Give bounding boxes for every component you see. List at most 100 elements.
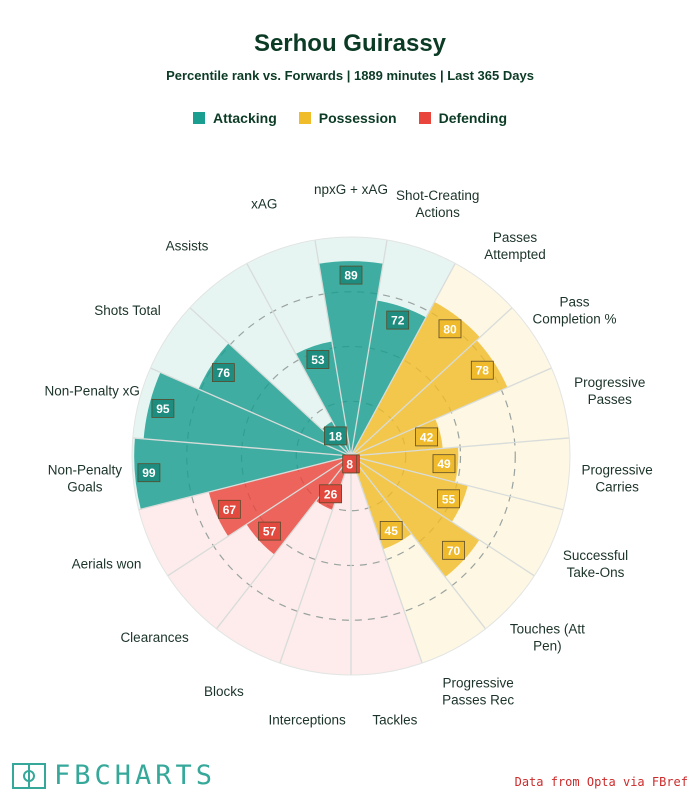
spoke	[314, 239, 352, 457]
value-label-box-2	[438, 319, 462, 339]
spoke	[350, 437, 570, 457]
category-label-9: Tackles	[372, 712, 417, 727]
bar-3	[351, 340, 508, 456]
value-label-15: 95	[156, 402, 170, 416]
value-label-7: 70	[447, 544, 461, 558]
bar-2	[351, 301, 480, 456]
fbcharts-logo: FBCHARTS	[12, 760, 216, 791]
value-label-box-10	[342, 454, 358, 474]
bar-14	[134, 438, 351, 510]
value-label-box-18	[306, 350, 330, 369]
bar-5	[351, 447, 459, 483]
value-label-8: 45	[385, 524, 399, 538]
category-label-12: Clearances	[120, 630, 189, 645]
value-label-14: 99	[142, 466, 156, 480]
value-label-16: 76	[217, 366, 231, 380]
value-label-2: 80	[443, 322, 457, 336]
value-label-box-5	[432, 454, 456, 474]
category-label-3: Pass Completion %	[532, 295, 616, 327]
spoke	[350, 367, 552, 457]
background-wedge	[351, 456, 423, 675]
value-label-box-0	[339, 265, 363, 285]
background-wedge	[279, 456, 351, 675]
background-wedge	[189, 263, 351, 456]
category-label-13: Aerials won	[72, 556, 142, 571]
pitch-icon	[12, 762, 46, 789]
value-label-box-13	[217, 499, 241, 519]
spoke	[150, 367, 352, 457]
value-label-10: 8	[346, 457, 353, 471]
value-label-13: 67	[223, 503, 237, 517]
category-label-18: xAG	[251, 197, 277, 212]
spoke	[132, 437, 352, 457]
value-label-6: 55	[442, 492, 456, 506]
category-label-2: Passes Attempted	[484, 230, 546, 262]
category-label-10: Interceptions	[268, 712, 346, 727]
legend-item-possession: Possession	[298, 110, 397, 126]
value-label-box-6	[437, 489, 460, 509]
legend-item-attacking: Attacking	[192, 110, 277, 126]
category-label-17: Assists	[166, 238, 209, 253]
spoke	[167, 455, 352, 577]
value-label-18: 53	[311, 353, 325, 367]
value-label-11: 26	[324, 487, 338, 501]
category-label-0: npxG + xAG	[314, 182, 388, 197]
spoke	[350, 239, 388, 457]
legend-label-attacking: Attacking	[212, 110, 277, 126]
legend: Attacking Possession Defending	[0, 110, 700, 126]
category-label-6: Successful Take-Ons	[563, 548, 628, 580]
category-label-5: Progressive Carries	[581, 463, 652, 495]
value-label-box-3	[470, 360, 494, 380]
value-label-box-15	[151, 398, 175, 418]
category-label-14: Non-Penalty Goals	[48, 463, 123, 495]
spoke	[350, 455, 423, 664]
bar-1	[351, 300, 427, 456]
category-label-4: Progressive Passes	[574, 375, 645, 407]
value-label-box-16	[211, 363, 235, 383]
value-label-box-11	[319, 484, 343, 504]
spoke	[350, 307, 513, 457]
bar-16	[198, 343, 351, 456]
legend-label-defending: Defending	[438, 110, 508, 126]
legend-swatch-possession	[298, 112, 311, 124]
value-label-0: 89	[344, 269, 358, 283]
chart-subtitle: Percentile rank vs. Forwards | 1889 minu…	[166, 68, 534, 83]
legend-item-defending: Defending	[418, 110, 508, 126]
bar-0	[318, 261, 384, 456]
value-label-box-17	[323, 426, 347, 446]
background-wedge	[216, 456, 351, 664]
value-label-box-1	[386, 310, 410, 330]
value-label-box-14	[137, 463, 161, 483]
value-label-12: 57	[263, 525, 277, 539]
value-label-5: 49	[437, 457, 451, 471]
value-label-1: 72	[391, 314, 405, 328]
category-label-1: Shot-Creating Actions	[396, 188, 479, 220]
value-label-box-4	[415, 427, 439, 447]
category-label-11: Blocks	[204, 684, 244, 699]
legend-swatch-defending	[418, 112, 431, 124]
outer-ring	[131, 236, 571, 676]
spoke	[350, 263, 456, 457]
value-label-box-8	[379, 521, 403, 540]
category-label-7: Touches (Att Pen)	[510, 621, 585, 653]
value-label-box-12	[258, 521, 281, 541]
spoke	[138, 455, 352, 511]
category-label-8: Progressive Passes Rec	[442, 675, 514, 707]
spoke	[350, 455, 535, 577]
bar-13	[208, 456, 351, 537]
bar-15	[143, 372, 351, 456]
spoke	[246, 263, 352, 457]
legend-label-possession: Possession	[318, 110, 397, 126]
spoke	[350, 455, 487, 630]
value-label-box-7	[442, 540, 465, 560]
category-label-15: Non-Penalty xG	[45, 384, 140, 399]
value-label-3: 78	[476, 364, 490, 378]
value-label-4: 42	[420, 430, 434, 444]
logo-text: FBCHARTS	[54, 760, 217, 791]
spoke	[350, 455, 564, 511]
chart-title: Serhou Guirassy	[253, 30, 447, 57]
legend-swatch-attacking	[192, 112, 205, 124]
data-source: Data from Opta via FBref	[514, 775, 688, 789]
